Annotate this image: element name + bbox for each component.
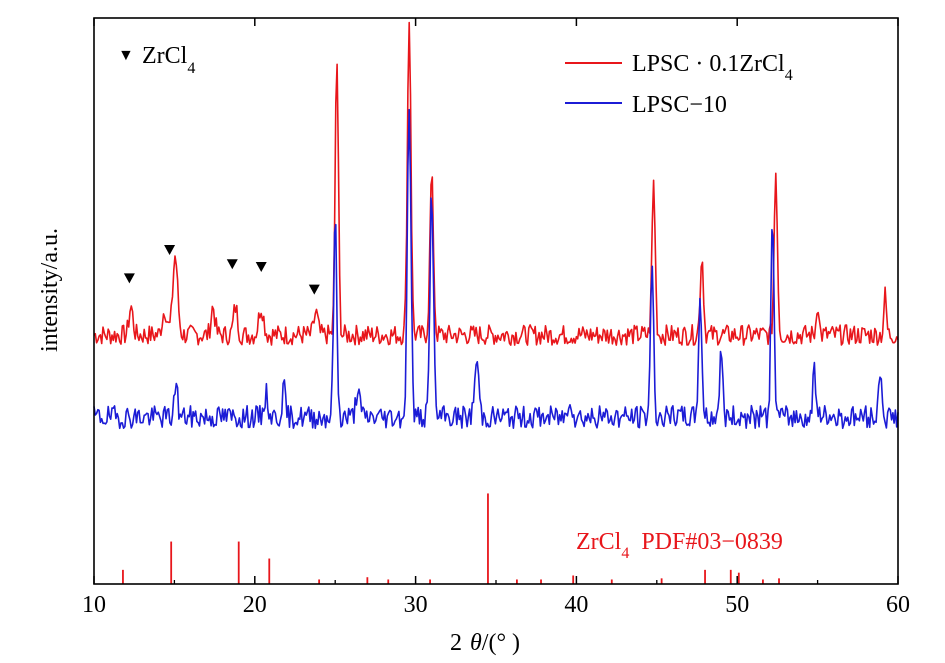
x-axis-title-theta: θ	[470, 630, 482, 656]
zrcl4-marker-4	[308, 284, 320, 295]
marker-legend: ▼ ZrCl4	[118, 43, 195, 77]
legend-label-lpsc-10: LPSC−10	[632, 92, 727, 118]
series-line-1	[93, 108, 899, 430]
zrcl4-markers	[123, 245, 320, 295]
x-axis-title: 2 θ/(° )	[450, 630, 520, 656]
zrcl4-marker-3	[255, 262, 267, 273]
series-line-0	[93, 21, 899, 346]
legend-main-lpsc-zrcl4: LPSC · 0.1ZrCl	[632, 51, 785, 77]
x-tick-label-5: 60	[886, 592, 910, 618]
marker-legend-sub: 4	[187, 60, 195, 77]
series-layer	[93, 21, 899, 430]
reference-label-sub: 4	[621, 545, 629, 562]
plot-frame	[93, 17, 899, 585]
x-tick-label-3: 40	[564, 592, 588, 618]
y-axis-title: intensity/a.u.	[37, 228, 63, 352]
marker-legend-text: ZrCl	[142, 43, 188, 69]
x-axis-ticks: 10 20 30 40 50 60	[82, 18, 910, 618]
legend-sub-lpsc-zrcl4: 4	[785, 67, 793, 84]
reference-label: ZrCl4 PDF#03−0839	[576, 529, 783, 562]
x-tick-label-4: 50	[725, 592, 749, 618]
x-tick-label-0: 10	[82, 592, 106, 618]
series-legend: LPSC · 0.1ZrCl4 LPSC−10	[565, 51, 793, 118]
x-tick-label-1: 20	[243, 592, 267, 618]
x-axis-title-prefix: 2	[450, 630, 462, 656]
x-axis-title-unit: /(° )	[482, 630, 520, 656]
marker-legend-label: ZrCl4	[142, 43, 195, 77]
zrcl4-marker-1	[164, 245, 176, 256]
zrcl4-marker-2	[226, 259, 238, 270]
legend-label-lpsc-zrcl4: LPSC · 0.1ZrCl4	[632, 51, 793, 84]
x-tick-label-2: 30	[404, 592, 428, 618]
reference-label-rest: PDF#03−0839	[641, 529, 783, 555]
zrcl4-marker-0	[123, 273, 135, 284]
marker-legend-symbol: ▼	[118, 47, 134, 64]
reference-label-main: ZrCl	[576, 529, 622, 555]
